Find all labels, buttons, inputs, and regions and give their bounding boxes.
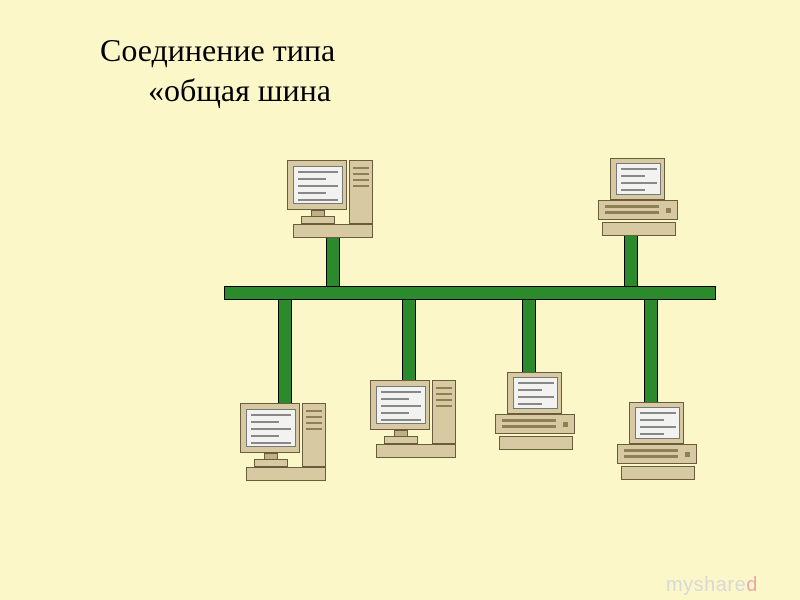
computer-icon [240, 403, 340, 485]
computer-icon [495, 372, 577, 452]
bus-drop [522, 292, 536, 374]
watermark: myshared [666, 574, 758, 597]
computer-icon [598, 158, 680, 238]
watermark-gray: myshare [666, 574, 746, 596]
watermark-red: d [746, 574, 758, 596]
bus-drop [624, 230, 638, 294]
bus-drop [644, 292, 658, 404]
bus-main [224, 286, 716, 300]
bus-drop [278, 292, 292, 405]
computer-icon [370, 380, 470, 462]
computer-icon [617, 402, 699, 482]
diagram-title: Соединение типа «общая шина [100, 30, 335, 110]
computer-icon [287, 160, 387, 242]
